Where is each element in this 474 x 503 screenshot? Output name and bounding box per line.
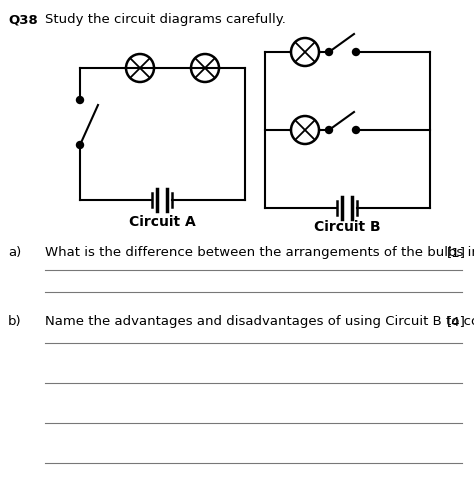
Text: Study the circuit diagrams carefully.: Study the circuit diagrams carefully. bbox=[45, 13, 286, 26]
Text: a): a) bbox=[8, 246, 21, 259]
Circle shape bbox=[76, 97, 83, 104]
Circle shape bbox=[353, 126, 359, 133]
Text: b): b) bbox=[8, 315, 22, 328]
Text: Circuit B: Circuit B bbox=[314, 220, 381, 234]
Text: Circuit A: Circuit A bbox=[129, 215, 196, 229]
Text: Q38: Q38 bbox=[8, 13, 38, 26]
Circle shape bbox=[326, 48, 332, 55]
Text: Name the advantages and disadvantages of using Circuit B to connect bulbs.: Name the advantages and disadvantages of… bbox=[45, 315, 474, 328]
Text: What is the difference between the arrangements of the bulbs in circuits A and B: What is the difference between the arran… bbox=[45, 246, 474, 259]
Circle shape bbox=[326, 126, 332, 133]
Circle shape bbox=[76, 141, 83, 148]
Text: [1]: [1] bbox=[447, 246, 466, 259]
Text: [4]: [4] bbox=[447, 315, 466, 328]
Circle shape bbox=[353, 48, 359, 55]
